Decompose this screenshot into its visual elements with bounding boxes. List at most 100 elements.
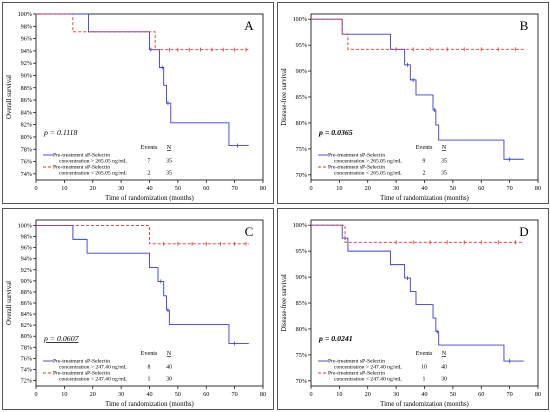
chart-d-x-tick-label: 60	[478, 391, 484, 398]
chart-a-y-tick-label: 80%	[21, 134, 32, 141]
chart-d-series-2-curve	[311, 224, 524, 243]
chart-b-x-tick-label: 10	[336, 185, 342, 192]
chart-c-y-tick-label: 72%	[21, 377, 32, 384]
chart-a-y-tick-label: 84%	[21, 109, 32, 116]
chart-b-legend-series-1-n: 35	[441, 159, 447, 165]
chart-b-x-tick-label: 70	[507, 185, 513, 192]
chart-c-x-tick-label: 40	[146, 391, 152, 398]
chart-b-x-tick-label: 30	[393, 185, 399, 192]
chart-a-x-tick-label: 10	[61, 185, 67, 192]
chart-c-legend-series-2-detail: concentration < 247.40 ng/mL	[59, 377, 128, 383]
chart-b-legend-n-header: N	[442, 144, 447, 151]
chart-d-legend-series-2-events: 1	[423, 377, 426, 383]
chart-d-legend-series-1-detail: concentration > 247.40 ng/mL	[334, 365, 403, 371]
chart-c-y-tick-label: 92%	[21, 267, 32, 274]
chart-b-legend-series-1-name: Pre-treatment sP-Selectin	[328, 153, 385, 159]
chart-a-x-tick-label: 20	[90, 185, 96, 192]
chart-d-legend-series-2-name: Pre-treatment sP-Selectin	[328, 371, 385, 377]
chart-d-y-tick-label: 70%	[296, 378, 307, 385]
chart-d-x-tick-label: 40	[421, 391, 427, 398]
chart-b-y-tick-label: 85%	[296, 94, 307, 101]
chart-c-legend-series-2-events: 1	[148, 377, 151, 383]
chart-c-y-tick-label: 96%	[21, 245, 32, 252]
chart-c-y-tick-label: 86%	[21, 300, 32, 307]
chart-a-y-tick-label: 88%	[21, 85, 32, 92]
chart-a-y-tick-label: 78%	[21, 146, 32, 153]
chart-d-y-tick-label: 80%	[296, 326, 307, 333]
chart-d-y-tick-label: 100%	[293, 222, 307, 229]
chart-a-panel-letter: A	[244, 18, 254, 33]
chart-b-panel-letter: B	[520, 18, 529, 33]
chart-c-p-value: p = 0.0607	[43, 334, 80, 343]
chart-c-x-tick-label: 70	[232, 391, 238, 398]
chart-d-legend-events-header: Events	[416, 350, 433, 357]
chart-c-x-tick-label: 10	[61, 391, 67, 398]
km-chart-b: 100% 95% 90% 85% 80% 75% 70%0 10 20 30 40 50 60 70 80 T…	[281, 13, 541, 202]
chart-c-legend-series-1-n: 40	[166, 365, 172, 371]
chart-b-x-tick-label: 50	[450, 185, 456, 192]
chart-a-y-tick-label: 92%	[21, 60, 32, 67]
chart-b-y-tick-label: 80%	[296, 120, 307, 127]
chart-b-x-tick-label: 20	[365, 185, 371, 192]
chart-d-y-tick-label: 95%	[296, 248, 307, 255]
chart-b-x-tick-label: 80	[535, 185, 541, 192]
chart-c-x-tick-label: 60	[203, 391, 209, 398]
chart-a-legend-n-header: N	[167, 144, 172, 151]
chart-a-series-1-curve	[36, 13, 249, 147]
chart-c-legend-events-header: Events	[141, 350, 158, 357]
chart-a-y-axis-label: Overall survival	[6, 75, 13, 119]
chart-a-legend-series-2-events: 2	[148, 171, 151, 177]
chart-b-y-tick-label: 95%	[296, 42, 307, 49]
chart-d-legend-series-2-n: 30	[441, 377, 447, 383]
chart-a-y-tick-label: 96%	[21, 36, 32, 43]
chart-a-series-2-curve	[36, 13, 249, 51]
km-chart-d: 100% 95% 90% 85% 80% 75% 70%0 10 20 30 40 50 60 70 80 T…	[281, 219, 541, 408]
chart-b-p-value: p = 0.0365	[318, 128, 353, 137]
chart-d-y-tick-label: 85%	[296, 300, 307, 307]
chart-d-y-tick-label: 90%	[296, 274, 307, 281]
chart-a-y-tick-label: 94%	[21, 48, 32, 55]
chart-d-x-tick-label: 70	[507, 391, 513, 398]
chart-a-legend-series-1-events: 7	[148, 159, 151, 165]
chart-a-legend-series-1-name: Pre-treatment sP-Selectin	[53, 153, 110, 159]
chart-b-legend-events-header: Events	[416, 144, 433, 151]
chart-d-x-tick-label: 50	[450, 391, 456, 398]
chart-d-panel-letter: D	[519, 224, 528, 239]
chart-c-y-tick-label: 78%	[21, 344, 32, 351]
chart-d-legend-series-2-detail: concentration < 247.40 ng/mL	[334, 377, 403, 383]
chart-b-y-tick-label: 75%	[296, 146, 307, 153]
chart-c-series-1-curve	[36, 225, 249, 344]
chart-a-x-tick-label: 40	[146, 185, 152, 192]
chart-a-legend-series-1-detail: concentration > 265.05 ng/mL	[59, 159, 128, 165]
chart-a-x-axis-label: Time of randomization (months)	[105, 195, 194, 202]
km-panel-a: 100% 98% 96% 94% 92% 90% 88% 86% 84% 82% 80% 78% 76%…	[2, 2, 274, 204]
chart-a-y-tick-label: 98%	[21, 23, 32, 30]
chart-a-legend-series-2-detail: concentration < 265.05 ng/mL	[59, 171, 128, 177]
chart-c-y-tick-label: 100%	[18, 223, 32, 230]
chart-a-p-value: p = 0.1118	[43, 128, 77, 137]
chart-a-x-tick-label: 80	[260, 185, 266, 192]
chart-a-y-tick-label: 86%	[21, 97, 32, 104]
chart-a-y-tick-label: 82%	[21, 122, 32, 129]
chart-d-x-axis-label: Time of randomization (months)	[380, 401, 469, 408]
chart-c-legend-series-2-n: 30	[166, 377, 172, 383]
chart-d-y-tick-label: 75%	[296, 352, 307, 359]
chart-d-legend-n-header: N	[442, 350, 447, 357]
chart-a-x-tick-label: 50	[175, 185, 181, 192]
chart-d-x-tick-label: 10	[336, 391, 342, 398]
chart-b-series-1-curve	[311, 18, 524, 160]
chart-c-y-tick-label: 88%	[21, 289, 32, 296]
chart-b-y-axis-label: Disease-free survival	[281, 68, 288, 126]
chart-c-x-tick-label: 0	[34, 391, 37, 398]
km-panel-c: 100% 98% 96% 94% 92% 90% 88% 86% 84% 82% 80% 78% 76%…	[2, 208, 274, 410]
chart-d-legend-series-1-name: Pre-treatment sP-Selectin	[328, 359, 385, 365]
chart-c-series-2-curve	[36, 225, 249, 245]
chart-c-y-tick-label: 94%	[21, 256, 32, 263]
chart-a-x-tick-label: 70	[232, 185, 238, 192]
chart-c-panel-letter: C	[245, 224, 254, 239]
chart-d-x-tick-label: 0	[309, 391, 312, 398]
chart-c-legend-series-1-detail: concentration > 247.40 ng/mL	[59, 365, 128, 371]
chart-c-x-tick-label: 20	[90, 391, 96, 398]
chart-d-legend-series-1-events: 10	[421, 365, 427, 371]
